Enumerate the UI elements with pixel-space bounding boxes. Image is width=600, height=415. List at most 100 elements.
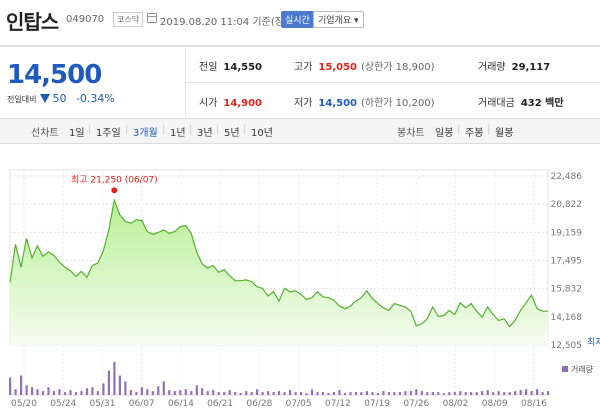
volume-bar bbox=[151, 391, 154, 395]
volume-bar bbox=[261, 392, 264, 395]
volume-bar bbox=[321, 392, 325, 395]
current-price: 14,500 bbox=[7, 60, 102, 90]
volume-bar bbox=[58, 389, 61, 395]
tab-monthly[interactable]: 월봉 bbox=[495, 128, 514, 139]
volume-bar bbox=[327, 393, 330, 395]
volume-bar bbox=[541, 392, 544, 395]
volume-bar bbox=[360, 392, 363, 395]
volume-bar bbox=[530, 391, 533, 395]
volume-bar bbox=[234, 392, 237, 395]
volume-bar bbox=[398, 392, 401, 395]
tab-3y[interactable]: 3년 bbox=[197, 128, 213, 139]
volume-bar bbox=[267, 391, 270, 395]
y-tick-label: 17,495 bbox=[551, 257, 583, 267]
chart-period-tabs: 선차트 1일 | 1주일 | 3개월 | 1년 | 3년 | 5년 | 10년 … bbox=[0, 118, 600, 144]
volume-bar bbox=[129, 390, 132, 395]
volume-bar bbox=[162, 381, 165, 395]
volume-bar bbox=[36, 389, 39, 395]
volume-bar bbox=[371, 392, 374, 395]
volume-bar bbox=[245, 391, 248, 395]
volume-bar bbox=[135, 392, 138, 395]
realtime-button[interactable]: 실시간 bbox=[281, 11, 314, 28]
volume-bar bbox=[206, 391, 209, 395]
x-tick-label: 07/12 bbox=[325, 399, 351, 409]
volume-bar bbox=[140, 387, 143, 395]
volume-bar bbox=[431, 392, 434, 395]
tab-3m[interactable]: 3개월 bbox=[133, 128, 158, 139]
y-tick-label: 19,159 bbox=[551, 228, 583, 238]
volume-bar bbox=[453, 392, 456, 395]
volume-bar bbox=[168, 390, 171, 395]
volume-bar bbox=[492, 392, 495, 395]
x-tick-label: 08/02 bbox=[443, 399, 469, 409]
stock-code: 049070 bbox=[66, 14, 105, 25]
volume-bar bbox=[85, 388, 89, 395]
volume-bar bbox=[113, 362, 116, 395]
y-tick-label: 14,168 bbox=[551, 313, 583, 323]
x-tick-label: 08/16 bbox=[521, 399, 547, 409]
tab-5y[interactable]: 5년 bbox=[224, 128, 240, 139]
volume-bar bbox=[519, 390, 522, 395]
volume-bar bbox=[442, 393, 445, 395]
y-tick-label: 12,505 bbox=[551, 341, 583, 351]
x-tick-label: 06/14 bbox=[168, 399, 194, 409]
tab-daily[interactable]: 일봉 bbox=[435, 128, 454, 139]
volume-bar bbox=[525, 389, 528, 395]
volume-bar bbox=[250, 392, 253, 395]
volume-bar bbox=[52, 391, 56, 395]
volume-bar bbox=[184, 389, 187, 395]
volume-bar bbox=[190, 391, 193, 395]
y-tick-label: 22,486 bbox=[551, 172, 583, 182]
volume-bar bbox=[41, 391, 45, 395]
volume-bar bbox=[201, 388, 204, 395]
x-tick-label: 06/28 bbox=[246, 399, 272, 409]
tab-1y[interactable]: 1년 bbox=[170, 128, 186, 139]
tab-1w[interactable]: 1주일 bbox=[96, 128, 121, 139]
volume-bar bbox=[146, 389, 149, 395]
volume-bar bbox=[272, 392, 275, 395]
high-price: 고가 15,050 (상한가 18,900) bbox=[294, 62, 435, 73]
volume-bar bbox=[91, 387, 94, 395]
volume-bar bbox=[409, 391, 412, 395]
x-tick-label: 05/20 bbox=[11, 399, 37, 409]
volume-bar bbox=[20, 375, 23, 395]
x-tick-label: 07/19 bbox=[364, 399, 390, 409]
volume-bar bbox=[69, 390, 72, 395]
tab-weekly[interactable]: 주봉 bbox=[465, 128, 484, 139]
company-overview-button[interactable]: 기업개요 ▾ bbox=[313, 11, 364, 28]
volume-bar bbox=[332, 392, 336, 395]
volume-bar bbox=[310, 389, 314, 395]
line-chart-label: 선차트 bbox=[31, 128, 59, 139]
tab-10y[interactable]: 10년 bbox=[251, 128, 273, 139]
price-change: 전일대비 50 -0.34% bbox=[7, 92, 115, 105]
volume-bar bbox=[102, 383, 105, 395]
volume-bar bbox=[464, 392, 467, 395]
volume-bar bbox=[228, 390, 231, 395]
tab-1d[interactable]: 1일 bbox=[69, 128, 85, 139]
volume-bar bbox=[289, 390, 292, 395]
x-tick-label: 08/09 bbox=[482, 399, 508, 409]
volume-bar bbox=[80, 391, 83, 395]
volume: 거래량 29,117 bbox=[478, 62, 551, 73]
volume-bar bbox=[393, 392, 396, 395]
change-percent: -0.34% bbox=[75, 92, 115, 105]
volume-bar bbox=[343, 393, 347, 395]
volume-bar bbox=[47, 387, 50, 395]
volume-bar bbox=[223, 392, 226, 395]
volume-bar bbox=[124, 381, 127, 395]
volume-bar bbox=[536, 389, 539, 395]
candle-chart-label: 봉차트 bbox=[397, 128, 425, 139]
volume-bar bbox=[448, 392, 451, 395]
volume-bar bbox=[503, 392, 506, 395]
volume-bar bbox=[437, 392, 440, 395]
volume-bar bbox=[382, 391, 385, 395]
y-tick-label: 15,832 bbox=[551, 285, 583, 295]
open-price: 시가 14,900 bbox=[199, 98, 262, 109]
price-area bbox=[10, 200, 548, 345]
volume-bar bbox=[376, 393, 379, 395]
stock-header: 인탑스 049070 코스닥 2019.08.20 11:04 기준(장중) 실… bbox=[0, 0, 600, 38]
volume-bar bbox=[179, 390, 182, 395]
low-price: 저가 14,500 (하한가 10,200) bbox=[294, 98, 435, 109]
down-triangle-icon bbox=[40, 94, 51, 103]
x-tick-label: 07/05 bbox=[286, 399, 312, 409]
